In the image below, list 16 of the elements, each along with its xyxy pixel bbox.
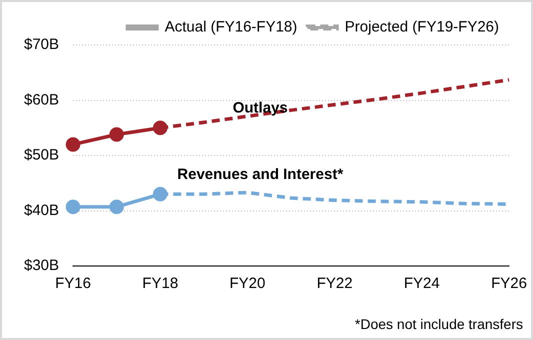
x-tick-label: FY26 (491, 275, 527, 292)
y-tick-label: $50B (24, 146, 60, 164)
y-tick-label: $70B (24, 36, 60, 54)
y-tick-label: $30B (24, 257, 60, 274)
x-tick-label: FY16 (55, 275, 91, 292)
x-tick-label: FY20 (229, 275, 266, 292)
legend-label: Actual (FY16-FY18) (164, 18, 298, 36)
x-tick-label: FY24 (404, 275, 440, 292)
text: Outlays (232, 100, 288, 117)
y-tick-label: $60B (24, 91, 60, 108)
legend-label: Projected (FY19-FY26) (344, 18, 500, 36)
y-tick-label: $40B (24, 202, 60, 219)
text: *Does not include transfers (354, 316, 523, 332)
series-label: Revenues and Interest* (177, 166, 344, 183)
x-tick-label: FY18 (142, 275, 178, 292)
x-tick-label: FY22 (316, 275, 353, 292)
